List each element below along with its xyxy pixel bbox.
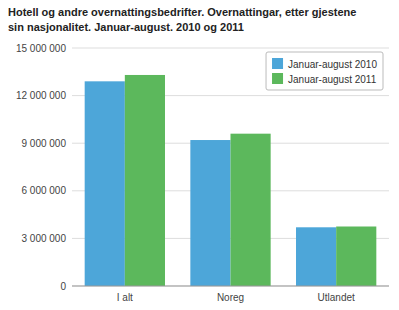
y-tick-label: 6 000 000 <box>22 185 67 196</box>
y-tick-label: 3 000 000 <box>22 233 67 244</box>
bar <box>336 227 376 287</box>
x-tick-label: Noreg <box>217 292 244 303</box>
legend-label: Januar-august 2011 <box>288 74 377 85</box>
chart: Hotell og andre overnattingsbedrifter. O… <box>0 0 399 310</box>
legend-swatch <box>272 73 283 84</box>
x-tick-label: I alt <box>117 292 133 303</box>
bar <box>190 140 230 286</box>
title-line: Hotell og andre overnattingsbedrifter. O… <box>8 6 356 18</box>
grid-line <box>72 48 389 49</box>
bar <box>85 81 125 286</box>
x-tick-label: Utlandet <box>318 292 355 303</box>
y-tick-label: 15 000 000 <box>16 43 66 54</box>
grid <box>72 48 389 286</box>
y-tick-label: 12 000 000 <box>16 90 66 101</box>
x-axis-line <box>72 286 389 287</box>
bar <box>296 227 336 286</box>
y-tick-label: 9 000 000 <box>22 138 67 149</box>
title: Hotell og andre overnattingsbedrifter. O… <box>8 6 356 33</box>
legend-box <box>266 52 383 90</box>
legend-swatch <box>272 58 283 69</box>
y-tick-label: 0 <box>60 281 66 292</box>
title-line: sin nasjonalitet. Januar-august. 2010 og… <box>8 21 244 33</box>
bars <box>85 75 377 286</box>
legend: Januar-august 2010 Januar-august 2011 <box>266 52 383 90</box>
bar <box>231 134 271 286</box>
grid-line <box>72 286 389 287</box>
bar <box>125 75 165 286</box>
legend-label: Januar-august 2010 <box>288 59 377 70</box>
